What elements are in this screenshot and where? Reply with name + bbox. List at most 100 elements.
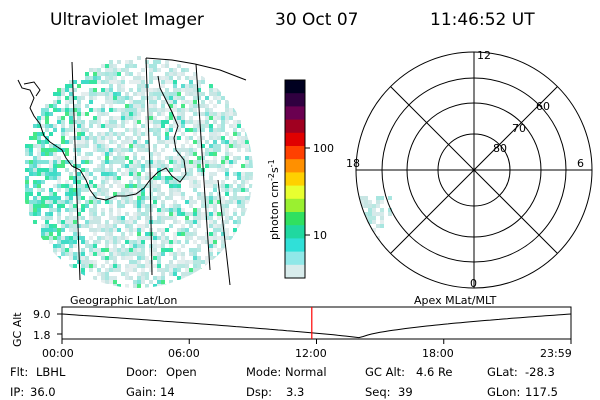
image-pixel (133, 240, 137, 244)
image-pixel (105, 76, 109, 80)
polar-diagonal-2 (390, 86, 558, 254)
image-pixel (233, 132, 237, 136)
image-pixel (225, 204, 229, 208)
colorbar-strip (285, 198, 305, 213)
image-pixel (181, 124, 185, 128)
image-pixel (153, 120, 157, 124)
image-pixel (145, 256, 149, 260)
image-pixel (177, 276, 181, 280)
timeline-frame (61, 306, 572, 340)
image-pixel (225, 200, 229, 204)
colorbar-strip (285, 225, 305, 239)
image-pixel (145, 220, 149, 224)
meridian-4 (145, 57, 247, 81)
image-pixel (173, 264, 177, 268)
image-pixel (173, 272, 177, 276)
image-pixel (213, 136, 217, 140)
image-pixel (141, 276, 145, 280)
image-pixel (105, 180, 109, 184)
image-pixel (109, 60, 113, 64)
image-pixel (77, 120, 81, 124)
image-pixel (137, 116, 141, 120)
image-pixel (129, 240, 133, 244)
image-pixel (201, 200, 205, 204)
image-pixel (153, 108, 157, 112)
image-pixel (49, 188, 53, 192)
image-pixel (65, 208, 69, 212)
image-pixel (133, 124, 137, 128)
left-panel-label: Geographic Lat/Lon (70, 294, 177, 307)
image-pixel (205, 120, 209, 124)
image-pixel (93, 176, 97, 180)
image-pixel (57, 244, 61, 248)
image-pixel (109, 116, 113, 120)
image-pixel (145, 164, 149, 168)
image-pixel (61, 92, 65, 96)
image-pixel (33, 164, 37, 168)
image-pixel (73, 192, 77, 196)
image-pixel (125, 188, 129, 192)
image-pixel (153, 248, 157, 252)
timeline-xtick-label-1200: 12:00 (295, 347, 327, 360)
image-pixel (121, 152, 125, 156)
polar-pixel (380, 220, 384, 224)
image-pixel (81, 168, 85, 172)
image-pixel (181, 228, 185, 232)
coastline (17, 75, 187, 201)
image-pixel (161, 200, 165, 204)
image-pixel (125, 256, 129, 260)
image-pixel (141, 84, 145, 88)
image-pixel (217, 216, 221, 220)
polar-pixel (356, 240, 360, 244)
image-pixel (69, 188, 73, 192)
image-pixel (49, 172, 53, 176)
image-pixel (41, 172, 45, 176)
image-pixel (105, 224, 109, 228)
image-pixel (77, 192, 81, 196)
image-pixel (65, 216, 69, 220)
polar-pixel (372, 228, 376, 232)
image-pixel (37, 204, 41, 208)
image-pixel (141, 156, 145, 160)
image-pixel (69, 140, 73, 144)
image-pixel (33, 156, 37, 160)
image-pixel (213, 204, 217, 208)
image-pixel (109, 232, 113, 236)
timeline-xtick-label-2359: 23:59 (540, 347, 572, 360)
image-pixel (69, 220, 73, 224)
image-pixel (161, 284, 165, 288)
image-pixel (181, 68, 185, 72)
image-pixel (121, 112, 125, 116)
image-pixel (101, 180, 105, 184)
image-pixel (225, 152, 229, 156)
image-pixel (85, 172, 89, 176)
info-mode-value: Normal (285, 365, 327, 379)
image-pixel (45, 220, 49, 224)
image-pixel (57, 116, 61, 120)
image-pixel (93, 216, 97, 220)
image-pixel (129, 100, 133, 104)
image-pixel (189, 104, 193, 108)
image-pixel (125, 220, 129, 224)
image-pixel (233, 108, 237, 112)
image-pixel (201, 240, 205, 244)
image-pixel (117, 248, 121, 252)
image-pixel (53, 108, 57, 112)
image-pixel (189, 100, 193, 104)
image-pixel (181, 164, 185, 168)
image-pixel (97, 228, 101, 232)
image-pixel (173, 192, 177, 196)
image-pixel (185, 260, 189, 264)
image-pixel (149, 176, 153, 180)
image-pixel (133, 204, 137, 208)
image-pixel (101, 188, 105, 192)
image-pixel (101, 272, 105, 276)
info-flt-value: LBHL (36, 365, 66, 379)
image-pixel (113, 132, 117, 136)
image-pixel (89, 252, 93, 256)
image-pixel (185, 272, 189, 276)
timeline-xtick-label-0600: 06:00 (168, 347, 200, 360)
image-pixel (89, 172, 93, 176)
image-pixel (141, 68, 145, 72)
